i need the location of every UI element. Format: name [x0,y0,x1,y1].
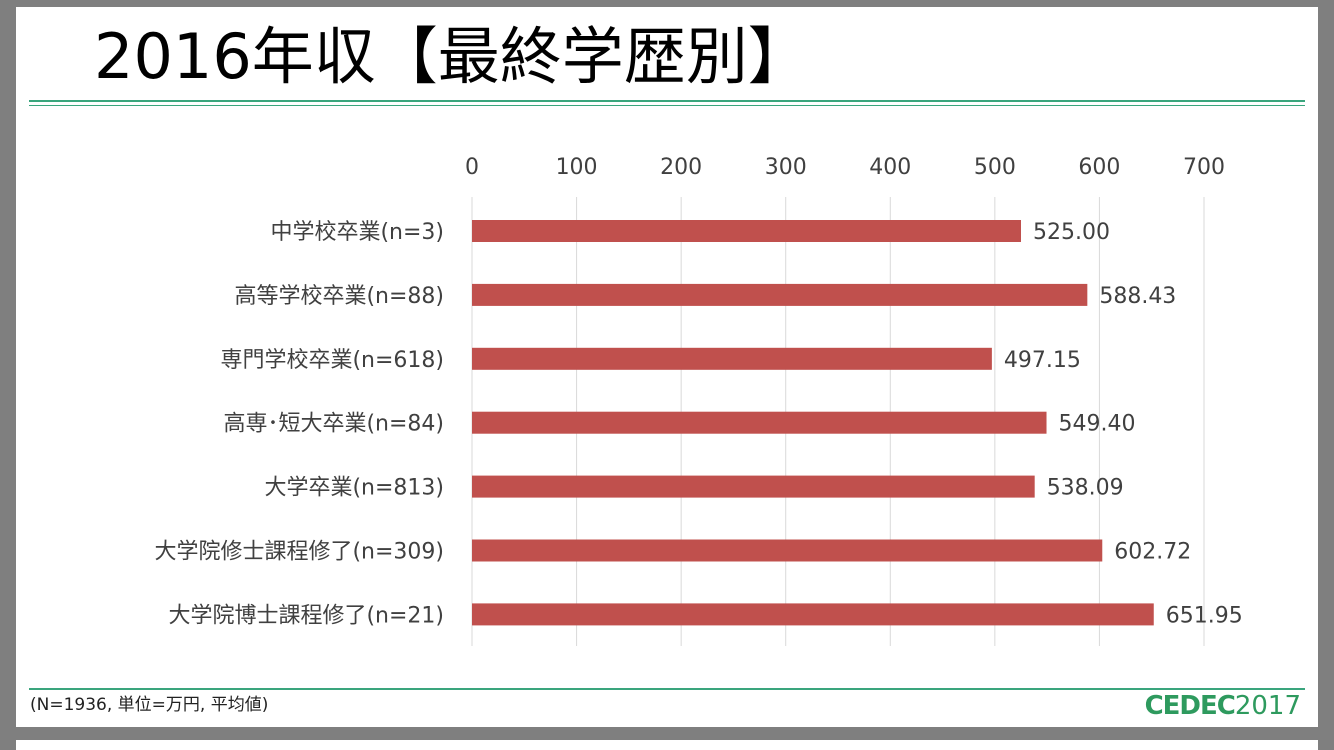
category-label: 専門学校卒業(n=618) [220,348,444,373]
data-label: 538.09 [1047,476,1124,501]
title-divider-thin [29,105,1305,106]
cedec-logo: CEDEC2017 [1145,691,1301,721]
category-label: 中学校卒業(n=3) [270,220,444,245]
page-title: 2016年収【最終学歴別】 [94,20,810,93]
footnote: (N=1936, 単位=万円, 平均値) [30,695,269,715]
category-label: 大学院修士課程修了(n=309) [154,540,444,565]
bar [472,539,1103,562]
x-tick-label: 300 [765,155,807,180]
x-tick-label: 700 [1183,155,1225,180]
category-label: 高専･短大卒業(n=84) [223,412,444,437]
bar [472,283,1088,306]
footer-divider [29,688,1305,690]
data-label: 525.00 [1033,220,1110,245]
x-tick-label: 0 [465,155,479,180]
data-label: 651.95 [1166,603,1243,628]
category-label: 大学卒業(n=813) [264,476,444,501]
x-tick-label: 200 [660,155,702,180]
bar [472,603,1154,626]
x-tick-label: 500 [974,155,1016,180]
x-tick-label: 400 [869,155,911,180]
data-label: 588.43 [1099,284,1176,309]
title-divider [29,100,1305,102]
x-tick-label: 600 [1078,155,1120,180]
logo-year-text: 2017 [1234,691,1301,721]
bar [472,411,1047,434]
data-label: 549.40 [1059,412,1136,437]
bar [472,475,1035,498]
category-label: 高等学校卒業(n=88) [234,284,444,309]
logo-bold-text: CEDEC [1144,691,1236,721]
bar [472,220,1021,242]
data-label: 497.15 [1004,348,1081,373]
x-tick-label: 100 [556,155,598,180]
bar [472,347,992,370]
next-slide-edge [16,740,1318,750]
data-label: 602.72 [1114,540,1191,565]
category-label: 大学院博士課程修了(n=21) [168,603,444,628]
